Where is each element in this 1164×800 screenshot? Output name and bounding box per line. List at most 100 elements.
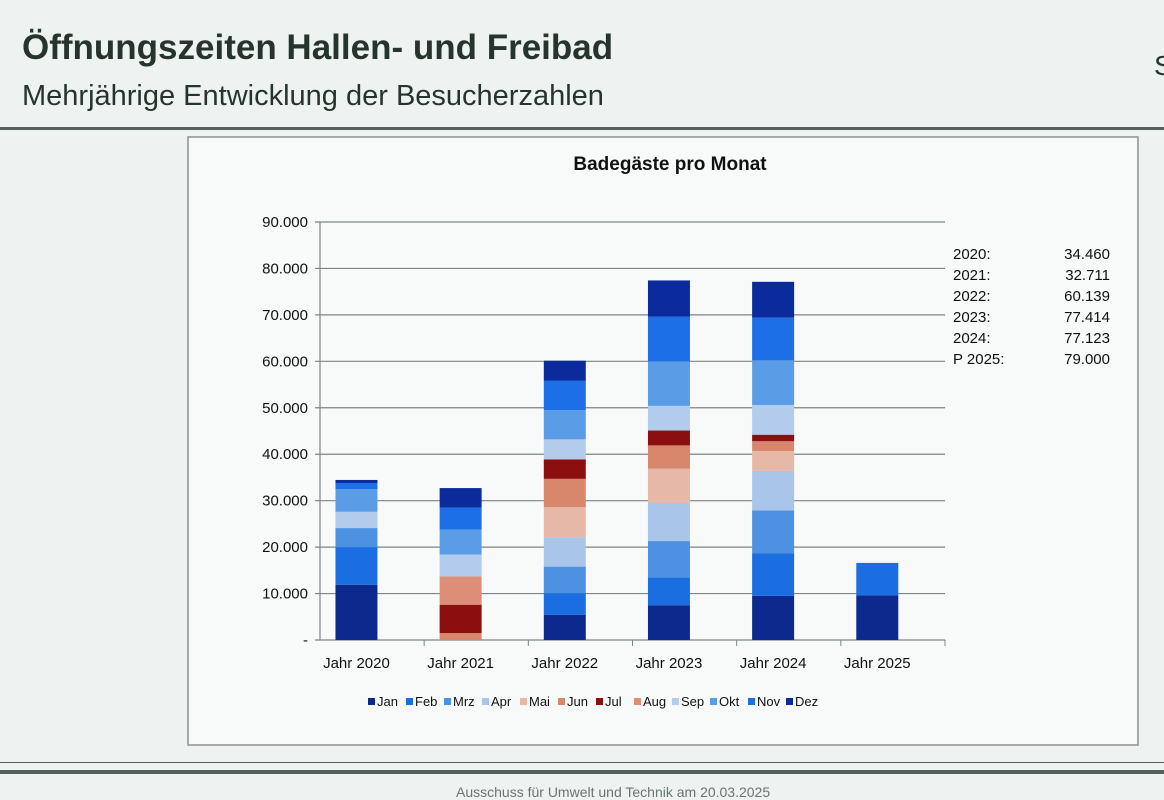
- legend-swatch: [634, 698, 641, 705]
- legend-label: Dez: [795, 694, 818, 709]
- bar-segment-sep: [752, 404, 795, 435]
- x-tick-label: Jahr 2021: [427, 655, 494, 672]
- total-year-value: 60.139: [1064, 288, 1110, 305]
- total-year-value: 34.460: [1064, 246, 1110, 263]
- legend-swatch: [748, 698, 755, 705]
- bar-segment-mai: [543, 507, 586, 538]
- bar-segment-jun: [439, 633, 482, 640]
- bar-segment-jun: [543, 478, 586, 508]
- legend-swatch: [520, 698, 527, 705]
- bar-segment-nov: [543, 380, 586, 411]
- bar-segment-nov: [335, 483, 378, 490]
- bar-segment-nov: [752, 317, 795, 361]
- total-year-label: 2024:: [953, 330, 991, 347]
- y-tick-label: -: [303, 632, 308, 649]
- total-year-label: 2023:: [953, 309, 991, 326]
- bar-segment-jul: [752, 434, 795, 442]
- bar-segment-jan: [335, 584, 378, 640]
- bar-segment-jul: [543, 459, 586, 479]
- legend-swatch: [672, 698, 679, 705]
- total-year-label: P 2025:: [953, 351, 1004, 368]
- x-tick-label: Jahr 2024: [740, 655, 807, 672]
- bar-segment-aug: [439, 576, 482, 605]
- legend-label: Mai: [529, 694, 550, 709]
- legend-label: Aug: [643, 694, 666, 709]
- x-tick-label: Jahr 2020: [323, 655, 390, 672]
- legend-label: Jul: [605, 694, 622, 709]
- legend-label: Apr: [491, 694, 512, 709]
- bar-segment-jan: [856, 595, 899, 640]
- total-year-label: 2020:: [953, 246, 991, 263]
- corner-logo-text: S: [1154, 50, 1164, 81]
- bar-segment-jun: [752, 441, 795, 451]
- bar-segment-mrz: [335, 528, 378, 548]
- footer-divider: [0, 762, 1164, 763]
- bar-segment-sep: [647, 405, 690, 431]
- legend-label: Mrz: [453, 694, 475, 709]
- bar-segment-jul: [647, 430, 690, 446]
- bar-segment-apr: [647, 502, 690, 542]
- total-year-value: 77.123: [1064, 330, 1110, 347]
- y-tick-label: 30.000: [262, 493, 308, 510]
- chart-frame: [187, 136, 1139, 746]
- legend-swatch: [444, 698, 451, 705]
- legend-swatch: [596, 698, 603, 705]
- bar-segment-okt: [335, 489, 378, 512]
- y-tick-label: 70.000: [262, 307, 308, 324]
- total-year-label: 2022:: [953, 288, 991, 305]
- footer-divider-thick: [0, 770, 1164, 774]
- legend-label: Feb: [415, 694, 437, 709]
- legend-label: Nov: [757, 694, 781, 709]
- bar-segment-sep: [543, 439, 586, 460]
- total-year-value: 77.414: [1064, 309, 1110, 326]
- header-divider: [0, 127, 1164, 130]
- bar-segment-mai: [752, 450, 795, 471]
- bar-segment-feb: [856, 562, 899, 596]
- legend-label: Jun: [567, 694, 588, 709]
- bar-segment-jan: [543, 614, 586, 640]
- total-year-label: 2021:: [953, 267, 991, 284]
- bar-segment-mrz: [647, 541, 690, 578]
- y-tick-label: 80.000: [262, 260, 308, 277]
- bar-segment-jan: [647, 605, 690, 640]
- legend-swatch: [368, 698, 375, 705]
- bar-segment-okt: [647, 361, 690, 406]
- x-tick-label: Jahr 2022: [531, 655, 598, 672]
- total-year-value: 79.000: [1064, 351, 1110, 368]
- bar-segment-feb: [335, 547, 378, 585]
- bar-segment-okt: [752, 360, 795, 405]
- bar-segment-feb: [752, 553, 795, 596]
- legend-label: Okt: [719, 694, 740, 709]
- y-tick-label: 20.000: [262, 539, 308, 556]
- bar-segment-okt: [439, 529, 482, 555]
- bar-segment-nov: [647, 316, 690, 362]
- bar-segment-apr: [752, 470, 795, 511]
- legend-swatch: [406, 698, 413, 705]
- bar-segment-dez: [335, 479, 378, 484]
- chart-title: Badegäste pro Monat: [573, 154, 767, 175]
- bar-segment-mrz: [752, 510, 795, 554]
- legend-swatch: [710, 698, 717, 705]
- y-tick-label: 50.000: [262, 400, 308, 417]
- legend-swatch: [786, 698, 793, 705]
- y-tick-label: 90.000: [262, 214, 308, 231]
- bar-segment-dez: [647, 280, 690, 317]
- x-tick-label: Jahr 2025: [844, 655, 911, 672]
- bar-segment-dez: [543, 360, 586, 381]
- bar-segment-jan: [752, 595, 795, 640]
- legend-swatch: [482, 698, 489, 705]
- slide-footer: Ausschuss für Umwelt und Technik am 20.0…: [456, 784, 771, 800]
- x-tick-label: Jahr 2023: [636, 655, 703, 672]
- bar-segment-feb: [647, 577, 690, 606]
- bar-segment-jul: [439, 604, 482, 634]
- slide-subtitle: Mehrjährige Entwicklung der Besucherzahl…: [22, 80, 604, 112]
- bar-segment-okt: [543, 410, 586, 440]
- slide-title: Öffnungszeiten Hallen- und Freibad: [22, 28, 614, 67]
- bar-segment-feb: [543, 593, 586, 615]
- bar-segment-sep: [335, 511, 378, 529]
- y-tick-label: 40.000: [262, 446, 308, 463]
- bar-segment-apr: [543, 537, 586, 567]
- bar-segment-mrz: [543, 566, 586, 594]
- bar-segment-dez: [439, 488, 482, 508]
